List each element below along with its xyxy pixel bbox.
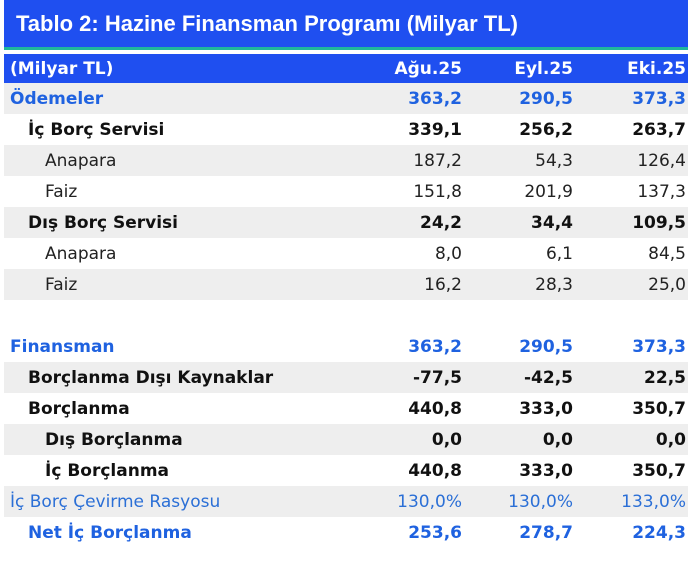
column-header-oct25: Eki.25 xyxy=(575,54,688,83)
cell-sep25: 278,7 xyxy=(464,517,575,548)
row-label: Net İç Borçlanma xyxy=(4,517,356,548)
cell-aug25: 151,8 xyxy=(356,176,464,207)
cell-aug25: -77,5 xyxy=(356,362,464,393)
row-non-borrowing-resources: Borçlanma Dışı Kaynaklar -77,5 -42,5 22,… xyxy=(4,362,688,393)
cell-oct25: 373,3 xyxy=(575,331,688,362)
cell-oct25: 84,5 xyxy=(575,238,688,269)
column-header-sep25: Eyl.25 xyxy=(464,54,575,83)
cell-aug25: 440,8 xyxy=(356,455,464,486)
row-label: Faiz xyxy=(4,269,356,300)
cell-aug25: 130,0% xyxy=(356,486,464,517)
cell-oct25: 373,3 xyxy=(575,83,688,114)
row-label: Borçlanma xyxy=(4,393,356,424)
cell-aug25: 440,8 xyxy=(356,393,464,424)
cell-aug25: 24,2 xyxy=(356,207,464,238)
cell-sep25: -42,5 xyxy=(464,362,575,393)
cell-oct25: 224,3 xyxy=(575,517,688,548)
row-label: Finansman xyxy=(4,331,356,362)
cell-sep25: 290,5 xyxy=(464,83,575,114)
cell-oct25: 263,7 xyxy=(575,114,688,145)
cell-sep25: 256,2 xyxy=(464,114,575,145)
financing-program-table: (Milyar TL) Ağu.25 Eyl.25 Eki.25 Ödemele… xyxy=(4,54,688,548)
row-label: Dış Borçlanma xyxy=(4,424,356,455)
cell-aug25: 339,1 xyxy=(356,114,464,145)
cell-sep25: 290,5 xyxy=(464,331,575,362)
row-borrowing: Borçlanma 440,8 333,0 350,7 xyxy=(4,393,688,424)
cell-oct25: 25,0 xyxy=(575,269,688,300)
row-rollover-ratio: İç Borç Çevirme Rasyosu 130,0% 130,0% 13… xyxy=(4,486,688,517)
column-header-aug25: Ağu.25 xyxy=(356,54,464,83)
cell-sep25: 333,0 xyxy=(464,455,575,486)
row-domestic-debt-service: İç Borç Servisi 339,1 256,2 263,7 xyxy=(4,114,688,145)
cell-sep25: 28,3 xyxy=(464,269,575,300)
row-label: Borçlanma Dışı Kaynaklar xyxy=(4,362,356,393)
row-label: Ödemeler xyxy=(4,83,356,114)
row-label: İç Borç Çevirme Rasyosu xyxy=(4,486,356,517)
row-label: Faiz xyxy=(4,176,356,207)
row-label: İç Borç Servisi xyxy=(4,114,356,145)
cell-sep25: 0,0 xyxy=(464,424,575,455)
cell-oct25: 22,5 xyxy=(575,362,688,393)
cell-sep25: 54,3 xyxy=(464,145,575,176)
title-accent-rule xyxy=(4,47,688,50)
cell-aug25: 8,0 xyxy=(356,238,464,269)
cell-aug25: 187,2 xyxy=(356,145,464,176)
row-label: Anapara xyxy=(4,145,356,176)
row-domestic-principal: Anapara 187,2 54,3 126,4 xyxy=(4,145,688,176)
row-external-borrowing: Dış Borçlanma 0,0 0,0 0,0 xyxy=(4,424,688,455)
row-net-domestic-borrowing: Net İç Borçlanma 253,6 278,7 224,3 xyxy=(4,517,688,548)
cell-oct25: 126,4 xyxy=(575,145,688,176)
row-external-interest: Faiz 16,2 28,3 25,0 xyxy=(4,269,688,300)
cell-sep25: 34,4 xyxy=(464,207,575,238)
header-unit-label: (Milyar TL) xyxy=(4,54,356,83)
cell-oct25: 350,7 xyxy=(575,455,688,486)
table-spacer-row xyxy=(4,300,688,331)
cell-oct25: 133,0% xyxy=(575,486,688,517)
cell-aug25: 253,6 xyxy=(356,517,464,548)
cell-aug25: 363,2 xyxy=(356,331,464,362)
cell-aug25: 16,2 xyxy=(356,269,464,300)
cell-aug25: 363,2 xyxy=(356,83,464,114)
cell-sep25: 201,9 xyxy=(464,176,575,207)
row-external-debt-service: Dış Borç Servisi 24,2 34,4 109,5 xyxy=(4,207,688,238)
cell-sep25: 333,0 xyxy=(464,393,575,424)
row-domestic-borrowing: İç Borçlanma 440,8 333,0 350,7 xyxy=(4,455,688,486)
cell-oct25: 350,7 xyxy=(575,393,688,424)
cell-aug25: 0,0 xyxy=(356,424,464,455)
row-label: Anapara xyxy=(4,238,356,269)
cell-sep25: 130,0% xyxy=(464,486,575,517)
row-domestic-interest: Faiz 151,8 201,9 137,3 xyxy=(4,176,688,207)
table-header-row: (Milyar TL) Ağu.25 Eyl.25 Eki.25 xyxy=(4,54,688,83)
cell-oct25: 0,0 xyxy=(575,424,688,455)
cell-oct25: 109,5 xyxy=(575,207,688,238)
row-external-principal: Anapara 8,0 6,1 84,5 xyxy=(4,238,688,269)
row-financing: Finansman 363,2 290,5 373,3 xyxy=(4,331,688,362)
cell-sep25: 6,1 xyxy=(464,238,575,269)
cell-oct25: 137,3 xyxy=(575,176,688,207)
row-label: Dış Borç Servisi xyxy=(4,207,356,238)
table-title: Tablo 2: Hazine Finansman Programı (Mily… xyxy=(4,0,688,47)
row-payments: Ödemeler 363,2 290,5 373,3 xyxy=(4,83,688,114)
row-label: İç Borçlanma xyxy=(4,455,356,486)
